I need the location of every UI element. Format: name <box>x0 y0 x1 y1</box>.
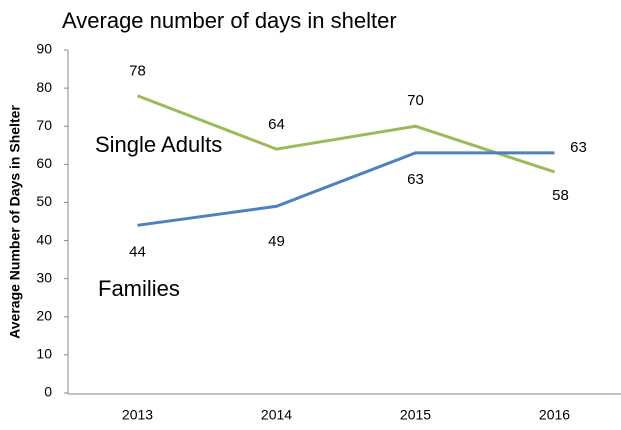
y-tick-label: 70 <box>36 117 52 133</box>
x-tick-label: 2014 <box>261 407 292 423</box>
y-tick-label: 30 <box>36 269 52 285</box>
y-tick-label: 20 <box>36 307 52 323</box>
y-tick-label: 50 <box>36 193 52 209</box>
x-tick-label: 2013 <box>122 407 153 423</box>
data-label: 63 <box>407 171 424 188</box>
data-label: 70 <box>407 92 424 109</box>
data-label: 78 <box>129 63 146 80</box>
x-tick-label: 2016 <box>539 407 570 423</box>
y-axis-label: Average Number of Days in Shelter <box>7 105 23 339</box>
data-label: 49 <box>268 233 285 250</box>
series-line <box>136 94 555 174</box>
data-label: 44 <box>129 243 146 260</box>
y-tick-label: 60 <box>36 155 52 171</box>
chart-title: Average number of days in shelter <box>62 8 397 33</box>
x-tick-label: 2015 <box>400 407 431 423</box>
data-label: 64 <box>268 116 285 133</box>
y-tick-label: 40 <box>36 231 52 247</box>
y-tick-label: 0 <box>44 384 52 400</box>
y-tick-label: 10 <box>36 346 52 362</box>
series-line <box>137 151 555 227</box>
data-label: 58 <box>552 187 569 204</box>
series-label: Single Adults <box>95 132 222 157</box>
data-label: 63 <box>570 139 587 156</box>
y-tick-label: 90 <box>36 41 52 57</box>
series-label: Families <box>98 276 180 301</box>
y-tick-label: 80 <box>36 79 52 95</box>
